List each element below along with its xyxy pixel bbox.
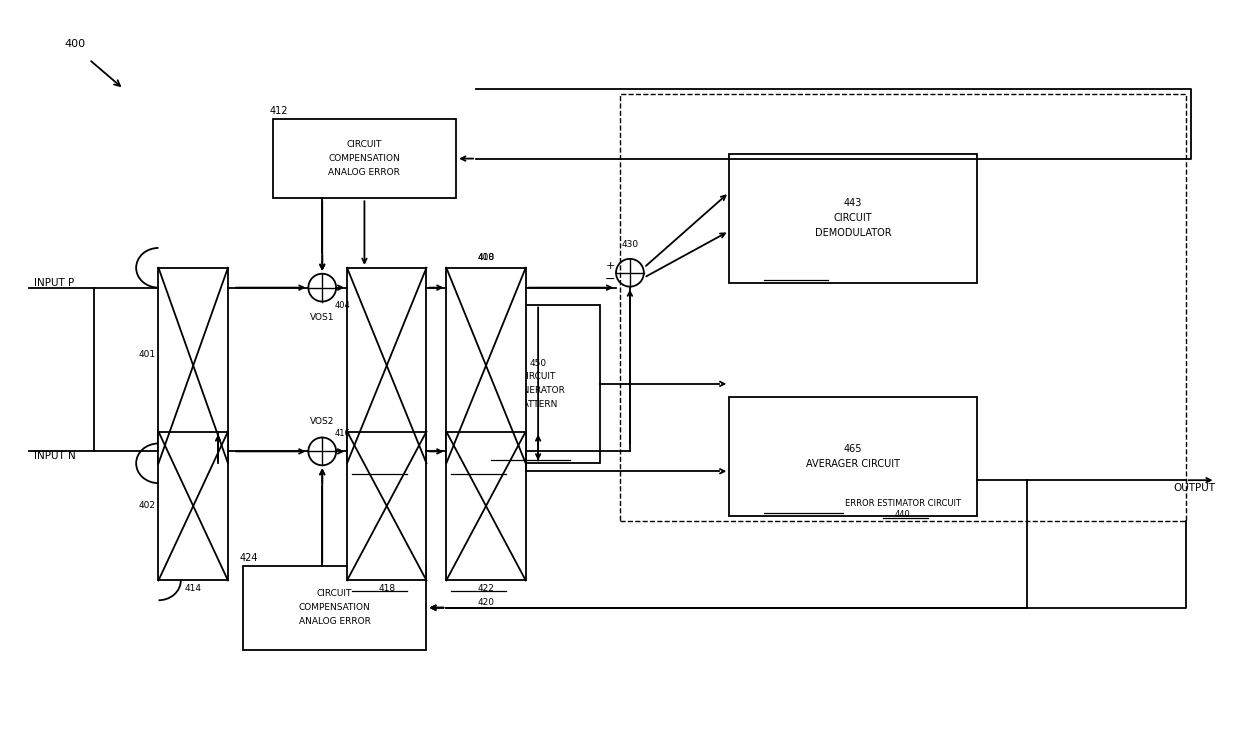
Text: AVERAGER CIRCUIT: AVERAGER CIRCUIT — [806, 459, 900, 469]
Text: 408: 408 — [477, 253, 495, 263]
Text: 402: 402 — [139, 502, 155, 510]
Text: −: − — [605, 273, 615, 286]
Text: CIRCUIT: CIRCUIT — [521, 372, 556, 381]
Text: 418: 418 — [378, 584, 396, 593]
Text: 422: 422 — [477, 584, 495, 593]
Text: 424: 424 — [239, 553, 258, 562]
Text: COMPENSATION: COMPENSATION — [299, 603, 371, 612]
Text: 465: 465 — [844, 444, 863, 454]
Text: INPUT N: INPUT N — [35, 451, 76, 462]
Bar — [476, 304, 600, 463]
Text: ANALOG ERROR: ANALOG ERROR — [299, 617, 371, 626]
Text: VOS1: VOS1 — [310, 313, 335, 322]
Bar — [159, 268, 228, 463]
Text: CIRCUIT: CIRCUIT — [835, 213, 873, 223]
Text: 400: 400 — [64, 39, 86, 50]
Text: COMPENSATION: COMPENSATION — [329, 154, 401, 163]
Text: DEMODULATOR: DEMODULATOR — [815, 228, 892, 238]
Text: OUTPUT: OUTPUT — [1173, 483, 1215, 493]
Text: GENERATOR: GENERATOR — [511, 387, 565, 395]
Bar — [446, 268, 526, 463]
Text: 401: 401 — [139, 350, 155, 359]
Text: VOS2: VOS2 — [310, 417, 335, 426]
Text: 443: 443 — [844, 198, 863, 209]
Bar — [729, 154, 977, 283]
Text: CIRCUIT: CIRCUIT — [317, 589, 352, 598]
Bar — [273, 119, 456, 198]
Text: 412: 412 — [269, 106, 288, 116]
Text: CIRCUIT: CIRCUIT — [347, 140, 382, 149]
Bar — [243, 565, 427, 650]
Text: PATTERN: PATTERN — [518, 400, 558, 409]
Bar — [159, 432, 228, 580]
Bar — [620, 94, 1185, 521]
Text: 414: 414 — [185, 584, 202, 593]
Text: ANALOG ERROR: ANALOG ERROR — [329, 168, 401, 177]
Text: 430: 430 — [621, 240, 639, 249]
Text: ERROR ESTIMATOR CIRCUIT: ERROR ESTIMATOR CIRCUIT — [844, 499, 961, 508]
Text: 404: 404 — [334, 301, 350, 310]
Text: 450: 450 — [529, 358, 547, 368]
Bar — [347, 268, 427, 463]
Text: INPUT P: INPUT P — [35, 278, 74, 288]
Bar — [729, 397, 977, 516]
Text: 416: 416 — [334, 429, 350, 438]
Bar — [446, 432, 526, 580]
Bar — [347, 432, 427, 580]
Text: 406: 406 — [378, 467, 396, 476]
Text: 403: 403 — [185, 467, 202, 476]
Text: 440: 440 — [895, 510, 910, 519]
Text: 410: 410 — [477, 253, 495, 263]
Text: 420: 420 — [477, 598, 495, 607]
Text: +: + — [605, 260, 615, 271]
